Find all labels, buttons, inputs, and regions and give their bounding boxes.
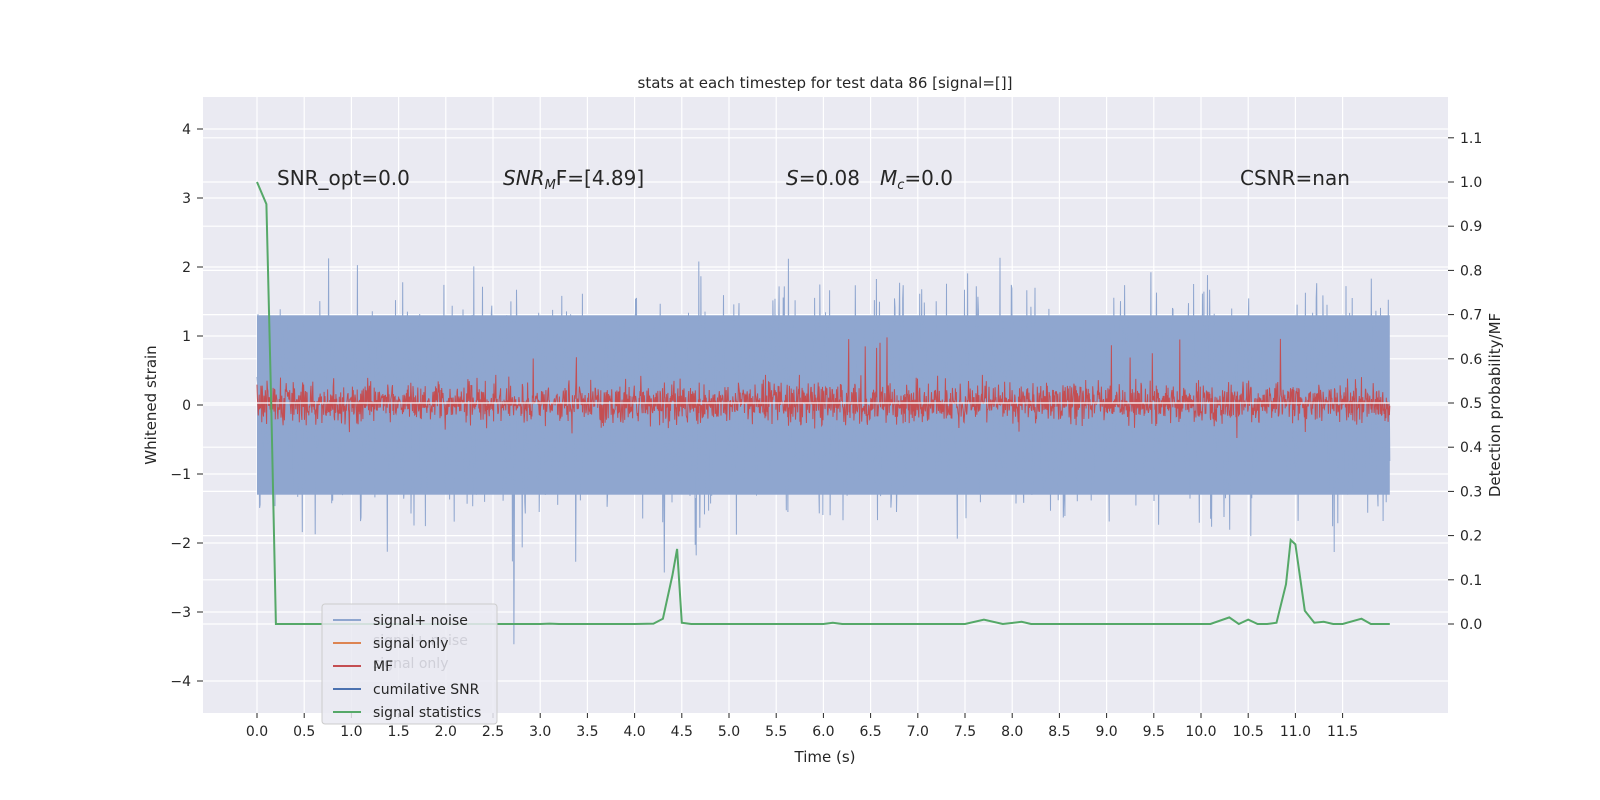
- y-right-tick-label: 0.2: [1460, 529, 1482, 545]
- y-axis-right: 1.1 1.0 0.9 0.8 0.7 0.6 0.5 0.4 0.3 0.2 0.1 0.0: [1448, 131, 1482, 633]
- x-tick-label: 7.5: [954, 724, 976, 740]
- y-axis-left: 4 3 2 1 0 −1 −2 −3 −4: [170, 122, 203, 690]
- y-right-tick-label: 0.4: [1460, 440, 1482, 456]
- x-tick-label: 0.5: [293, 724, 315, 740]
- x-tick-label: 5.5: [765, 724, 787, 740]
- signal-statistics-series: [256, 181, 1390, 626]
- y-right-tick-label: 0.3: [1460, 484, 1482, 500]
- x-tick-label: 2.5: [482, 724, 504, 740]
- legend-label: signal only: [373, 636, 448, 652]
- x-tick-label: 1.5: [387, 724, 409, 740]
- x-tick-label: 8.0: [1001, 724, 1023, 740]
- x-tick-label: 11.5: [1327, 724, 1358, 740]
- annotation-s: S=0.08: [786, 166, 860, 190]
- legend-box: [321, 603, 498, 725]
- annotation-snr-mf: SNRMF=[4.89]: [503, 166, 644, 193]
- x-tick-label: 9.5: [1143, 724, 1165, 740]
- chart-title: stats at each timestep for test data 86 …: [638, 74, 1013, 92]
- x-axis: 0.0 0.5 1.0 1.5 2.0 2.5 3.0 3.5 4.0 4.5 5.0 5.5 6.0 6…: [246, 713, 1358, 740]
- y-right-tick-label: 1.0: [1460, 175, 1482, 191]
- x-tick-label: 2.0: [435, 724, 457, 740]
- legend-label: cumilative SNR: [373, 682, 480, 698]
- y-right-tick-label: 0.0: [1460, 617, 1482, 633]
- legend-ghost-2: signal only: [373, 656, 448, 672]
- x-tick-label: 5.0: [718, 724, 740, 740]
- x-tick-label: 0.0: [246, 724, 268, 740]
- y-right-tick-label: 0.7: [1460, 308, 1482, 324]
- legend-ghost-1: signal+ noise: [373, 633, 468, 649]
- y-right-tick-label: 0.1: [1460, 573, 1482, 589]
- x-tick-label: 10.5: [1233, 724, 1264, 740]
- x-tick-label: 10.0: [1185, 724, 1216, 740]
- x-tick-label: 4.5: [671, 724, 693, 740]
- x-tick-label: 11.0: [1280, 724, 1311, 740]
- x-tick-label: 1.0: [340, 724, 362, 740]
- y-left-tick-label: −1: [170, 467, 191, 483]
- y-right-tick-label: 0.5: [1460, 396, 1482, 412]
- x-tick-label: 3.0: [529, 724, 551, 740]
- annotation-mc: Mc=0.0: [880, 166, 953, 193]
- y-axis-right-label: Detection probability/MF: [1486, 313, 1504, 497]
- annotation-csnr: CSNR=nan: [1240, 166, 1350, 190]
- y-right-tick-label: 1.1: [1460, 131, 1482, 147]
- x-tick-label: 9.0: [1095, 724, 1117, 740]
- x-axis-label: Time (s): [794, 748, 856, 766]
- legend-label: MF: [373, 659, 393, 675]
- x-tick-label: 4.0: [623, 724, 645, 740]
- y-left-tick-label: 1: [182, 329, 191, 345]
- x-tick-label: 8.5: [1048, 724, 1070, 740]
- mf-line: [256, 337, 1391, 439]
- y-left-tick-label: −2: [170, 536, 191, 552]
- y-axis-left-label: Whitened strain: [142, 345, 160, 464]
- mf-series: [256, 337, 1391, 439]
- legend: signal+ noise signal only signal+ noises…: [321, 603, 498, 725]
- y-left-tick-label: −3: [170, 605, 191, 621]
- y-left-tick-label: 0: [182, 398, 191, 414]
- legend-label: signal+ noise: [373, 613, 468, 629]
- x-tick-label: 6.5: [859, 724, 881, 740]
- y-left-tick-label: 2: [182, 260, 191, 276]
- annotation-snr-opt: SNR_opt=0.0: [277, 166, 410, 190]
- signal-statistics-line: [256, 181, 1390, 626]
- y-right-tick-label: 0.8: [1460, 263, 1482, 279]
- y-left-tick-label: −4: [170, 674, 191, 690]
- y-right-tick-label: 0.9: [1460, 219, 1482, 235]
- x-tick-label: 7.0: [907, 724, 929, 740]
- legend-label: signal statistics: [373, 705, 481, 721]
- y-left-tick-label: 4: [182, 122, 191, 138]
- y-left-tick-label: 3: [182, 191, 191, 207]
- x-tick-label: 6.0: [812, 724, 834, 740]
- x-tick-label: 3.5: [576, 724, 598, 740]
- y-right-tick-label: 0.6: [1460, 352, 1482, 368]
